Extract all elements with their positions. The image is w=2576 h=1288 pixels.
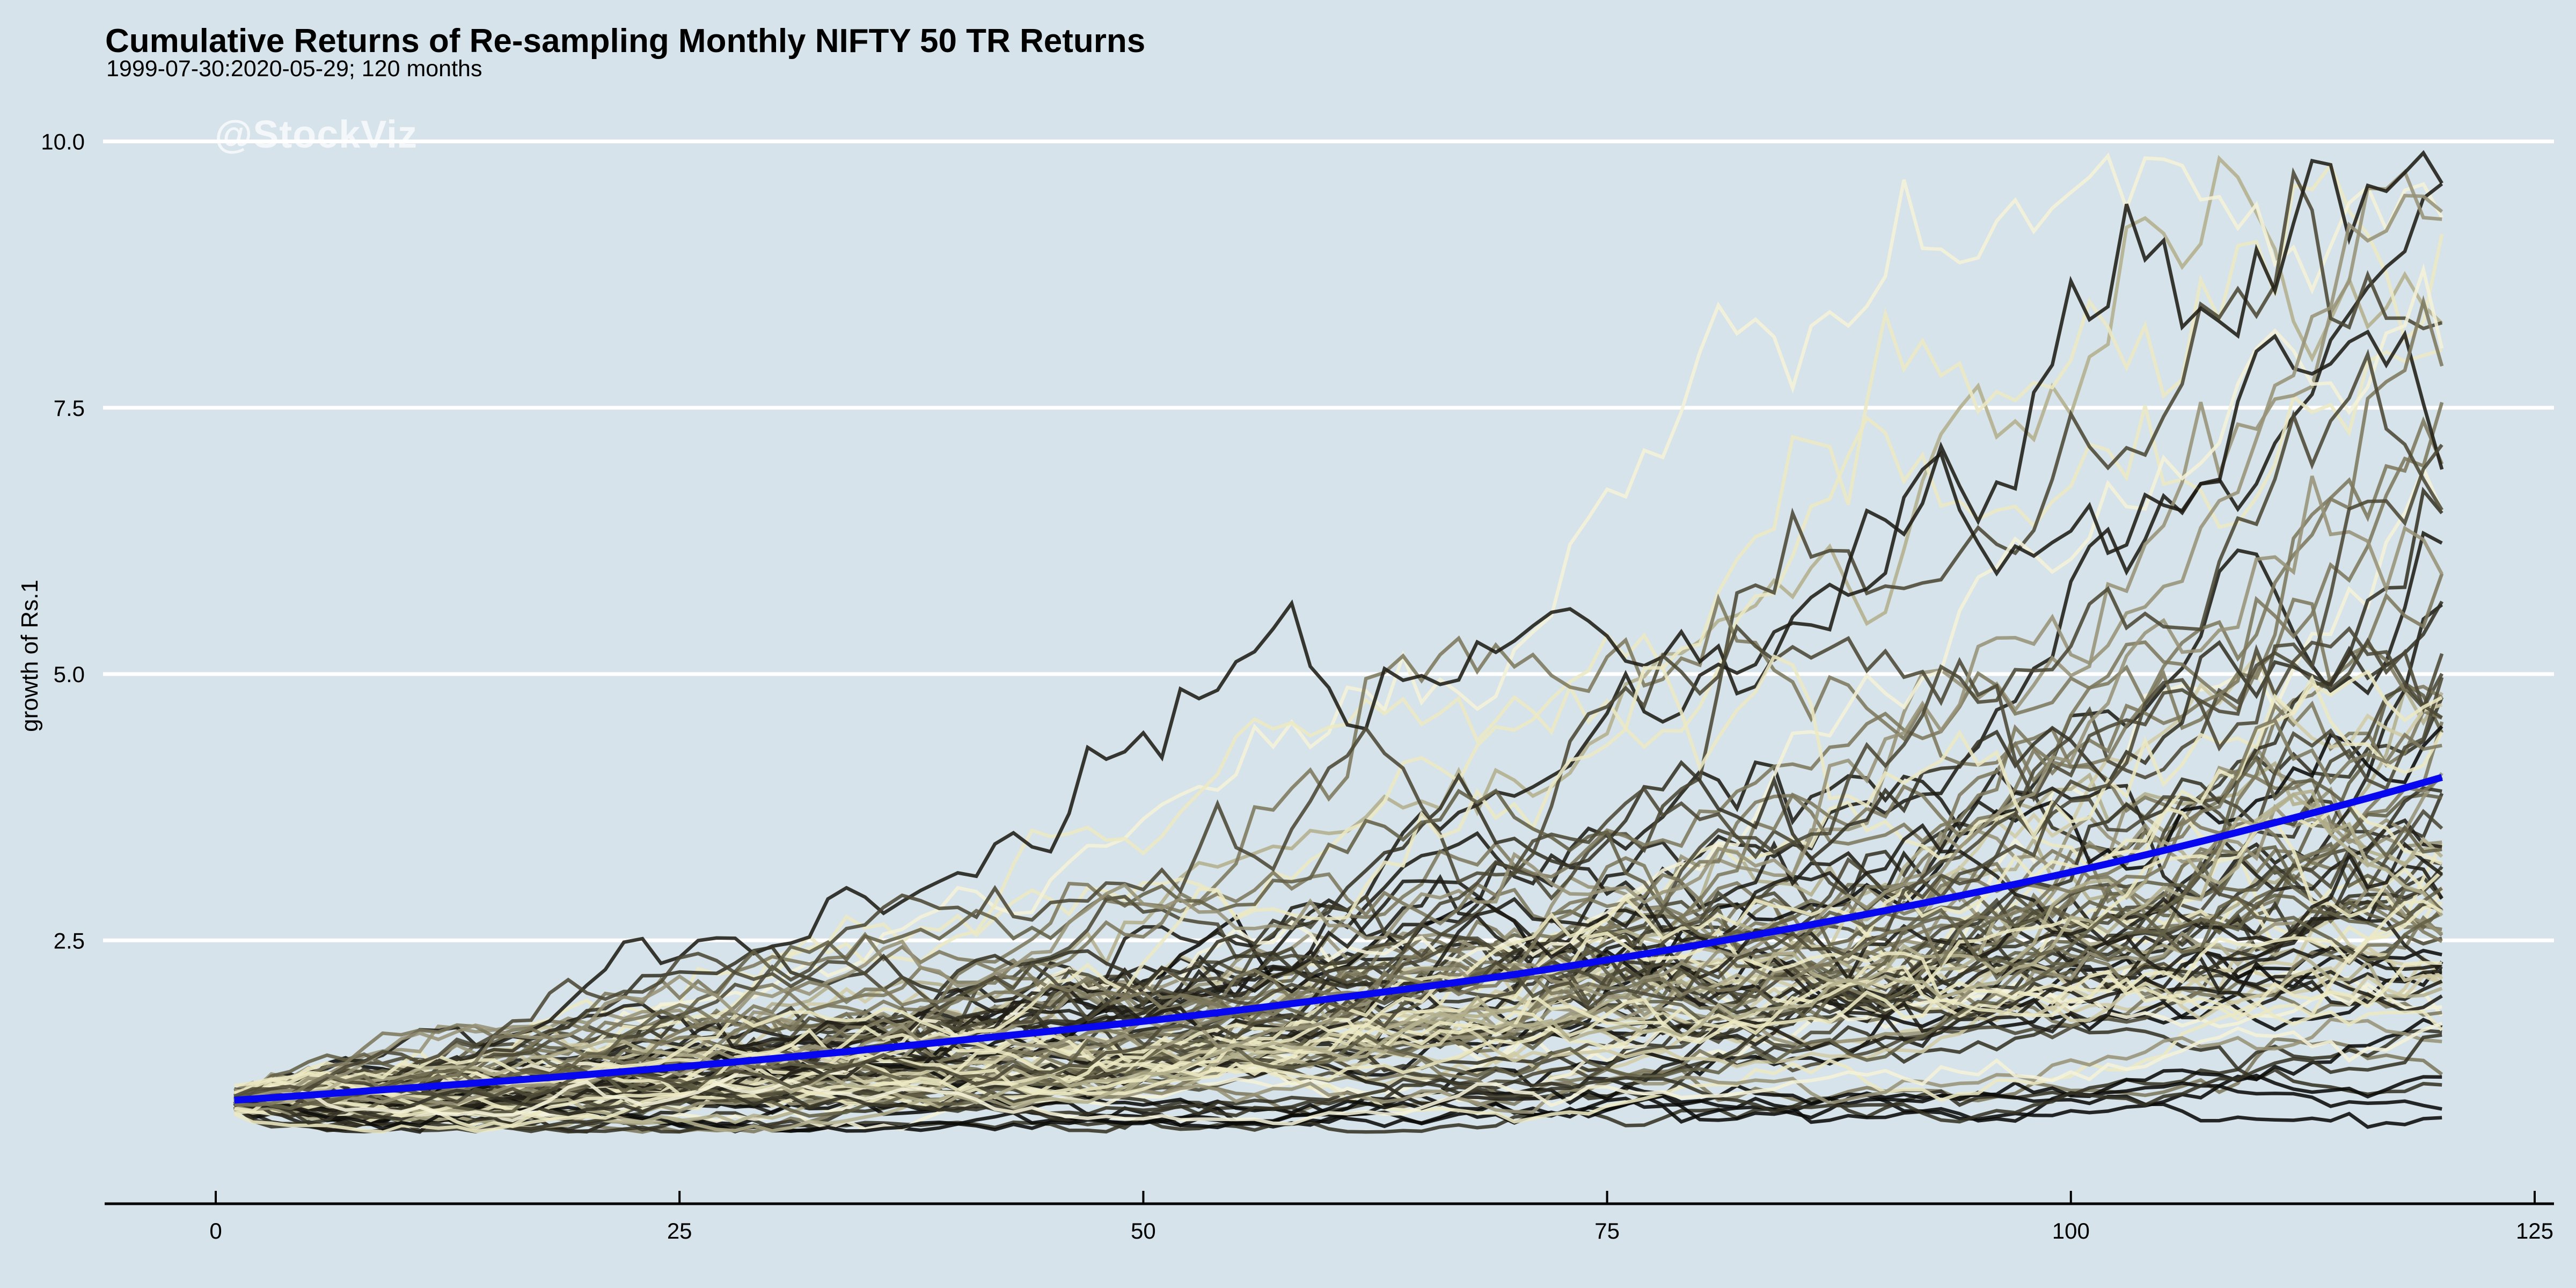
x-tick-label: 100 — [2052, 1218, 2090, 1243]
x-tick-label: 0 — [209, 1218, 222, 1243]
y-axis-title: growth of Rs.1 — [17, 580, 43, 732]
resampled-path — [233, 755, 2442, 1110]
resampled-path — [234, 976, 2443, 1111]
resampled-path — [233, 654, 2443, 1095]
resampled-path — [234, 961, 2442, 1130]
chart-title: Cumulative Returns of Re-sampling Monthl… — [105, 23, 1146, 60]
resampled-path — [233, 879, 2442, 1109]
x-tick-label: 125 — [2516, 1218, 2553, 1243]
resampled-path — [233, 786, 2442, 1131]
y-tick-label: 2.5 — [54, 928, 85, 953]
y-tick-label: 10.0 — [41, 129, 85, 155]
x-tick-label: 25 — [667, 1218, 692, 1243]
mean-line — [234, 774, 2443, 1104]
resampled-path — [234, 718, 2442, 1107]
chart-subtitle: 1999-07-30:2020-05-29; 120 months — [106, 56, 482, 82]
resampled-path — [233, 624, 2443, 1111]
resampled-path — [233, 793, 2444, 1134]
stockviz-watermark: @StockViz — [215, 113, 418, 156]
resampled-path — [233, 348, 2443, 1100]
resampled-path — [234, 793, 2443, 1104]
resampled-path — [234, 802, 2443, 1118]
x-tick-label: 75 — [1594, 1218, 1620, 1243]
resampled-path — [233, 1022, 2443, 1126]
resampled-path — [234, 348, 2443, 1102]
resampled-path — [233, 1033, 2442, 1125]
y-tick-label: 5.0 — [54, 662, 85, 687]
resampled-path — [233, 162, 2444, 1101]
y-tick-label: 7.5 — [54, 396, 85, 421]
resampled-path — [234, 330, 2444, 1107]
resampled-path — [233, 789, 2443, 1133]
resampled-path — [233, 443, 2443, 1104]
resampled-path — [234, 772, 2443, 1116]
resampled-path — [234, 194, 2443, 1101]
x-tick-label: 50 — [1131, 1218, 1156, 1243]
